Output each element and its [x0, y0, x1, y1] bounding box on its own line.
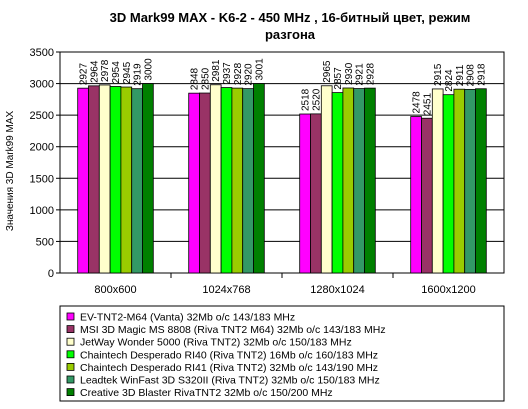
data-label: 2911	[455, 64, 466, 86]
bar	[475, 88, 487, 274]
chart-title-line-2: разгона	[265, 27, 316, 42]
data-label: 2824	[444, 69, 455, 92]
bar	[442, 94, 455, 274]
bar	[331, 92, 344, 274]
bar	[231, 87, 244, 274]
data-label: 2965	[322, 60, 333, 83]
data-label: 2518	[301, 88, 312, 111]
legend-swatch	[66, 337, 75, 346]
legend-swatch	[66, 312, 75, 321]
bar	[310, 113, 322, 274]
y-tick-label: 2500	[30, 110, 54, 122]
legend-swatch	[66, 388, 75, 397]
bar	[188, 92, 200, 274]
data-label: 2981	[211, 59, 222, 82]
bar	[88, 85, 100, 274]
bar	[464, 88, 476, 274]
bar	[253, 83, 265, 274]
bar	[431, 88, 444, 274]
y-tick-label: 2000	[30, 142, 54, 154]
legend-label: MSI 3D Magic MS 8808 (Riva TNT2 M64) 32M…	[80, 324, 386, 336]
x-tick-label: 800x600	[94, 284, 136, 296]
bar	[142, 83, 154, 274]
data-label: 2919	[133, 63, 144, 86]
legend-swatch	[66, 362, 75, 371]
data-label: 2908	[466, 64, 477, 87]
legend-label: Creative 3D Blaster RivaTNT2 32Mb o/c 15…	[80, 387, 333, 399]
data-label: 2520	[311, 88, 322, 111]
data-label: 2451	[422, 93, 433, 116]
legend-swatch	[66, 375, 75, 384]
y-tick-label: 0	[48, 268, 54, 280]
data-label: 2928	[233, 62, 244, 85]
data-label: 2930	[344, 62, 355, 85]
x-axis-ticks: 800x600 1024x768 1280x1024 1600x1200	[94, 273, 476, 296]
bar	[120, 86, 133, 274]
data-label: 2921	[355, 63, 366, 86]
y-axis-ticks: 0 500 1000 1500 2000 2500 3000 3500	[30, 47, 60, 280]
bar	[199, 92, 211, 274]
data-label: 2954	[111, 61, 122, 84]
legend: EV-TNT2-M64 (Vanta) 32Mb o/c 143/183 MHz…	[66, 312, 386, 399]
legend-swatch	[66, 325, 75, 334]
data-label: 2927	[79, 62, 90, 85]
bar	[299, 113, 311, 274]
bar	[131, 88, 143, 274]
legend-label: Leadtek WinFast 3D S320II (Riva TNT2) 32…	[80, 375, 380, 387]
data-label: 2928	[365, 62, 376, 85]
y-tick-label: 3500	[30, 47, 54, 59]
data-label: 2850	[200, 67, 211, 90]
bar	[109, 86, 122, 274]
chart-title-line-1: 3D Mark99 MAX - K6-2 - 450 MHz , 16-битн…	[110, 10, 471, 25]
x-tick-label: 1600x1200	[421, 284, 475, 296]
legend-label: Chaintech Desperado RI41 (Riva TNT2) 32M…	[80, 362, 378, 374]
y-axis-label: Значения 3D Mark99 MAX	[5, 111, 16, 232]
bar	[242, 88, 254, 274]
bar	[421, 117, 433, 274]
bar-groups	[77, 83, 487, 274]
data-label: 2964	[89, 60, 100, 83]
data-label: 2857	[333, 67, 344, 90]
bar	[209, 84, 222, 274]
bar	[453, 88, 466, 274]
bar	[342, 87, 355, 274]
data-label: 3000	[143, 58, 154, 81]
y-tick-label: 3000	[30, 79, 54, 91]
bar	[410, 116, 422, 274]
bar	[98, 84, 111, 274]
data-label: 2945	[122, 61, 133, 84]
bar	[320, 85, 333, 274]
y-tick-label: 1500	[30, 173, 54, 185]
bar	[77, 87, 89, 274]
data-labels: 2927 2964 2978 2954 2945 2919 3000 2848 2850 2981…	[79, 58, 488, 115]
data-label: 3001	[254, 58, 265, 81]
bar	[220, 87, 233, 274]
data-label: 2848	[190, 67, 201, 90]
x-tick-label: 1024x768	[202, 284, 250, 296]
bar	[353, 88, 365, 274]
legend-label: EV-TNT2-M64 (Vanta) 32Mb o/c 143/183 MHz	[80, 312, 295, 324]
data-label: 2478	[412, 91, 423, 114]
bar	[364, 87, 376, 274]
data-label: 2915	[433, 63, 444, 86]
y-tick-label: 1000	[30, 205, 54, 217]
data-label: 2920	[244, 63, 255, 86]
legend-label: Chaintech Desperado RI40 (Riva TNT2) 16M…	[80, 349, 378, 361]
x-tick-label: 1280x1024	[310, 284, 364, 296]
data-label: 2978	[100, 59, 111, 82]
legend-label: JetWay Wonder 5000 (Riva TNT2) 32Mb o/c …	[80, 337, 352, 349]
legend-box	[59, 305, 505, 402]
data-label: 2918	[476, 63, 487, 86]
y-tick-label: 500	[36, 236, 54, 248]
legend-swatch	[66, 350, 75, 359]
data-label: 2937	[222, 62, 233, 85]
